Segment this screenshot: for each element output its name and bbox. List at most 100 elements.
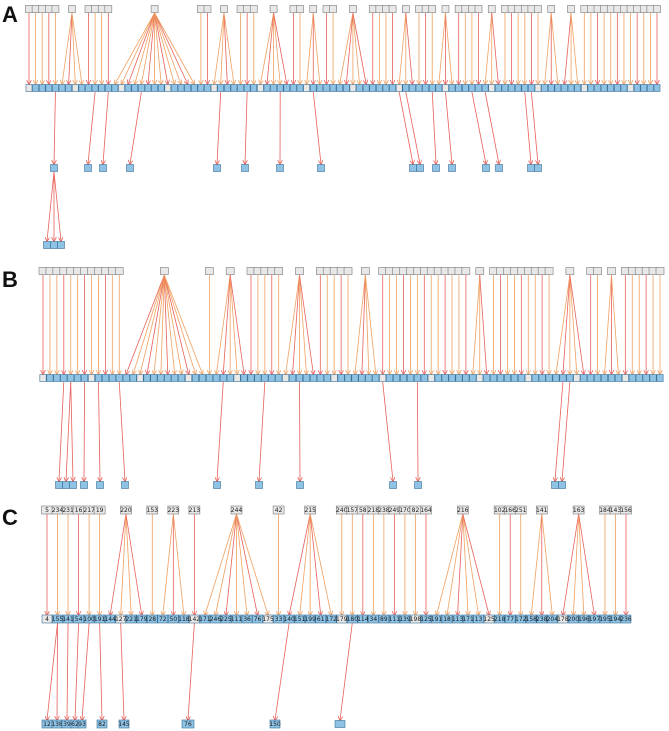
- panel-a-mid-node: [78, 84, 86, 92]
- panel-a-mid-node: [620, 84, 628, 92]
- panel-b-mid-node: [400, 374, 407, 382]
- panel-b-top-node: [114, 267, 124, 275]
- panel-b-mid-node: [441, 374, 449, 382]
- panel-a-top-node: [600, 5, 608, 13]
- panel-a-mid-node: [580, 84, 588, 92]
- panel-c-mid-node-label: 179: [136, 616, 148, 623]
- panel-c-leaf-node-label: 138: [51, 721, 63, 728]
- panel-b-edge-top-mid: [611, 274, 618, 374]
- panel-b-mid-node: [39, 374, 47, 382]
- panel-a-top-node: [401, 5, 410, 13]
- panel-a-edge-top-mid: [223, 12, 234, 84]
- panel-b-mid-node: [330, 374, 338, 382]
- panel-a-edge-top-mid: [352, 12, 366, 84]
- panel-b-edge-top-mid: [163, 274, 202, 374]
- panel-a-top-node: [368, 5, 377, 13]
- panel-a-mid-node: [369, 84, 377, 92]
- panel-a-mid-node: [177, 84, 185, 92]
- panel-b-mid-node: [635, 374, 643, 382]
- panel-a-mid-node: [455, 84, 462, 92]
- panel-c-edges: [47, 513, 626, 720]
- panel-c-mid-node: [168, 614, 179, 624]
- panel-a-leaf-node: [276, 164, 284, 172]
- panel-c-mid-node: [304, 614, 316, 624]
- panel-b-nodes: [38, 267, 665, 489]
- panel-c-mid-node-label: 196: [578, 616, 590, 623]
- panel-a-top-node: [514, 5, 522, 13]
- panel-c-mid-node-label: 113: [452, 616, 464, 623]
- panel-c-top-node-label: 143: [610, 507, 622, 514]
- panel-b-top-node: [225, 267, 235, 275]
- panel-b-leaf-node: [558, 481, 566, 489]
- panel-a-mid-node: [204, 84, 211, 92]
- panel-b-mid-node: [143, 374, 151, 382]
- panel-a-edge-top-mid: [154, 12, 188, 84]
- panel-a-top-node: [613, 5, 622, 13]
- panel-c-mid-node: [336, 614, 348, 624]
- panel-c-edge-top-mid: [531, 513, 543, 615]
- panel-c-mid-node: [410, 614, 421, 624]
- panel-a-top-node: [269, 5, 278, 13]
- panel-c-edge-top-mid: [578, 513, 584, 615]
- panel-c-edge-top-mid: [110, 513, 127, 615]
- panel-a-mid-node: [336, 84, 344, 92]
- panel-b-mid-node: [434, 374, 442, 382]
- panel-b-edge-top-mid: [364, 274, 375, 374]
- panel-b-mid-node: [614, 374, 622, 382]
- panel-a-leaf-node: [99, 164, 107, 172]
- panel-a-top-node: [91, 5, 99, 13]
- panel-a-edge-top-mid: [62, 12, 73, 84]
- panel-a-top-node: [507, 5, 516, 13]
- panel-a-top-node: [31, 5, 40, 13]
- panel-c-mid-node: [199, 614, 211, 624]
- panel-b-leaf-node: [55, 481, 63, 489]
- panel-b-edge-top-mid: [163, 274, 167, 374]
- panel-b-edge-top-mid: [556, 274, 571, 374]
- panel-b-mid-node: [462, 374, 470, 382]
- panel-a-mid-node: [151, 84, 158, 92]
- panel-a-top-node: [84, 5, 93, 13]
- panel-a-top-node: [606, 5, 615, 13]
- panel-c-edge-top-mid: [578, 513, 595, 615]
- panel-a-leaf-node: [448, 164, 456, 172]
- panel-c-top-node-label: 153: [147, 507, 159, 514]
- panel-a-top-node: [474, 5, 483, 13]
- panel-a-edge-mid-leaf: [471, 91, 486, 164]
- panel-c-mid-node-label: 191: [431, 616, 443, 623]
- panel-b-mid-node: [88, 374, 95, 382]
- panel-a-mid-node: [448, 84, 456, 92]
- panel-a-top-node: [620, 5, 628, 13]
- panel-a-mid-node: [309, 84, 317, 92]
- panel-c-top-node: [120, 505, 132, 515]
- panel-a-top-node: [639, 5, 648, 13]
- panel-c-leaf-node-label: 145: [118, 721, 130, 728]
- panel-c-leaf-node: [118, 719, 130, 729]
- panel-c-mid-node-label: 34: [370, 616, 378, 623]
- panel-a-mid-node: [607, 84, 615, 92]
- panel-a-top-node: [428, 5, 437, 13]
- panel-a-top-node: [593, 5, 602, 13]
- panel-b-edge-top-mid: [154, 274, 165, 374]
- panel-c-mid-node: [73, 614, 84, 624]
- panel-c-letter: C: [2, 505, 18, 530]
- panel-a-mid-node: [25, 84, 33, 92]
- panel-a-mid-node: [475, 84, 482, 92]
- panel-a-leaf-node: [495, 164, 503, 172]
- panel-c-mid-node-label: 246: [210, 616, 222, 623]
- panel-b-mid-node: [538, 374, 546, 382]
- panel-b-mid-node: [198, 374, 206, 382]
- panel-a-edge-mid-leaf: [398, 91, 413, 164]
- panel-a-mid-node: [653, 84, 661, 92]
- panel-b-mid-node: [427, 374, 435, 382]
- panel-c-mid-node-label: 151: [294, 616, 306, 623]
- panel-c-edge-top-mid: [462, 513, 479, 615]
- panel-b-mid-node: [656, 374, 664, 382]
- panel-b-mid-node: [372, 374, 380, 382]
- panel-c-mid-node: [231, 614, 242, 624]
- panel-a-top-node: [421, 5, 430, 13]
- panel-c-mid-node: [41, 614, 53, 624]
- panel-b-edge-top-mid: [223, 274, 231, 374]
- panel-a-mid-node: [594, 84, 601, 92]
- panel-b-edge-mid-leaf: [562, 381, 571, 481]
- panel-c-mid-node-label: 18: [443, 616, 451, 623]
